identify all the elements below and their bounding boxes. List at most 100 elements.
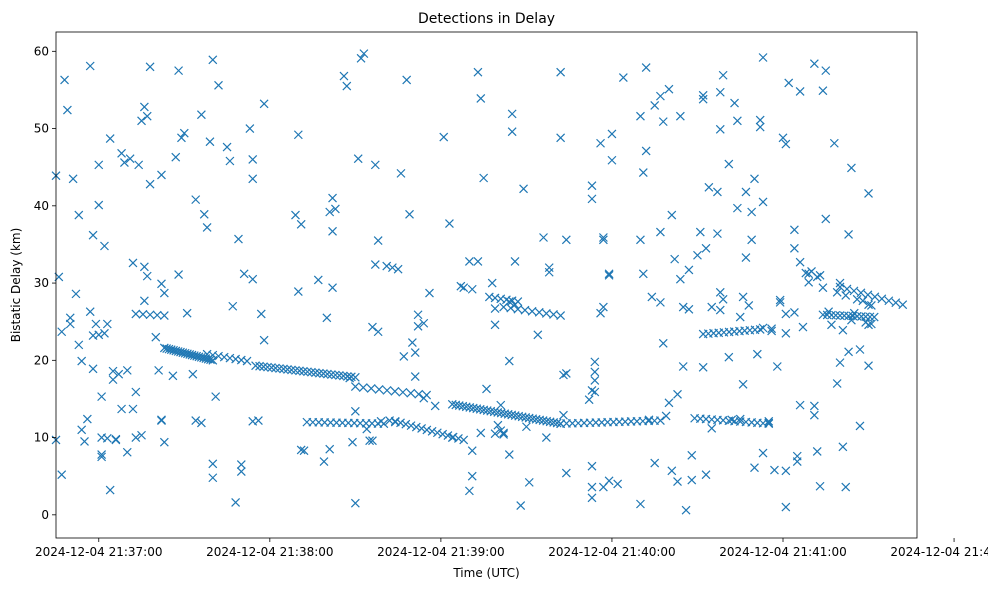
data-point-marker bbox=[520, 305, 530, 315]
data-point-marker bbox=[661, 411, 671, 421]
data-point-marker bbox=[829, 138, 839, 148]
data-point-marker bbox=[253, 416, 263, 426]
data-point-marker bbox=[171, 152, 181, 162]
data-point-marker bbox=[864, 320, 873, 330]
data-point-marker bbox=[641, 146, 651, 156]
data-point-marker bbox=[561, 235, 571, 245]
data-point-marker bbox=[85, 61, 95, 71]
data-point-marker bbox=[507, 127, 517, 137]
data-point-marker bbox=[838, 325, 848, 335]
data-point-marker bbox=[684, 265, 694, 275]
data-point-marker bbox=[152, 310, 162, 320]
chart-title: Detections in Delay bbox=[418, 11, 555, 27]
data-point-marker bbox=[251, 361, 260, 371]
data-point-marker bbox=[789, 243, 799, 253]
data-point-marker bbox=[675, 274, 685, 284]
x-tick-label: 2024-12-04 21:39:00 bbox=[377, 545, 504, 559]
data-point-marker bbox=[137, 430, 146, 440]
data-point-marker bbox=[85, 307, 95, 317]
y-axis: 0 10 20 30 40 50 60 bbox=[34, 44, 56, 522]
data-point-marker bbox=[744, 301, 754, 310]
data-point-marker bbox=[142, 111, 152, 121]
data-point-marker bbox=[707, 302, 717, 312]
data-point-marker bbox=[322, 369, 332, 379]
data-point-marker bbox=[196, 110, 206, 120]
data-point-marker bbox=[486, 406, 496, 416]
data-point-marker bbox=[549, 310, 558, 319]
data-point-marker bbox=[105, 134, 115, 144]
data-point-marker bbox=[74, 340, 84, 350]
data-point-marker bbox=[91, 319, 101, 329]
data-point-marker bbox=[473, 67, 483, 77]
data-point-marker bbox=[715, 287, 725, 297]
data-point-marker bbox=[328, 226, 337, 236]
data-point-marker bbox=[71, 289, 81, 299]
data-point-marker bbox=[432, 428, 442, 438]
data-point-marker bbox=[507, 109, 517, 119]
data-point-marker bbox=[856, 288, 866, 298]
data-point-marker bbox=[487, 278, 497, 288]
data-point-marker bbox=[299, 446, 309, 456]
data-point-marker bbox=[524, 477, 534, 487]
data-point-marker bbox=[313, 275, 323, 285]
data-point-marker bbox=[795, 87, 805, 96]
data-point-marker bbox=[467, 446, 477, 456]
data-point-marker bbox=[521, 413, 531, 422]
data-point-marker bbox=[142, 271, 152, 281]
data-point-marker bbox=[824, 307, 834, 317]
data-point-marker bbox=[330, 370, 340, 380]
data-point-marker bbox=[334, 371, 344, 380]
data-point-marker bbox=[68, 174, 78, 184]
data-point-marker bbox=[410, 372, 420, 381]
data-point-marker bbox=[456, 281, 466, 291]
data-point-marker bbox=[206, 355, 215, 365]
data-point-marker bbox=[291, 210, 300, 220]
data-point-marker bbox=[496, 408, 506, 418]
data-point-marker bbox=[330, 204, 340, 214]
data-point-marker bbox=[125, 154, 135, 164]
data-point-marker bbox=[326, 370, 336, 379]
data-point-marker bbox=[211, 392, 221, 402]
data-point-marker bbox=[844, 347, 854, 357]
data-point-marker bbox=[507, 410, 517, 420]
data-point-marker bbox=[821, 214, 831, 224]
data-point-marker bbox=[855, 345, 865, 354]
data-point-marker bbox=[473, 257, 483, 266]
data-point-marker bbox=[596, 308, 605, 318]
data-point-marker bbox=[467, 284, 477, 294]
y-tick-label: 60 bbox=[34, 44, 49, 58]
data-point-marker bbox=[475, 404, 485, 414]
data-point-marker bbox=[655, 91, 665, 101]
data-point-marker bbox=[465, 403, 475, 412]
x-tick-label: 2024-12-04 21:41:00 bbox=[719, 545, 846, 559]
data-point-marker bbox=[315, 368, 324, 378]
data-point-marker bbox=[225, 156, 235, 166]
data-point-marker bbox=[174, 66, 184, 76]
data-point-marker bbox=[789, 307, 799, 317]
data-point-marker bbox=[804, 277, 814, 287]
data-point-marker bbox=[139, 102, 149, 112]
data-point-marker bbox=[864, 300, 873, 310]
data-point-marker bbox=[584, 395, 594, 405]
data-point-marker bbox=[827, 320, 836, 330]
data-point-marker bbox=[128, 258, 138, 268]
data-point-marker bbox=[670, 254, 680, 264]
data-point-marker bbox=[604, 270, 614, 280]
data-point-marker bbox=[704, 182, 714, 192]
data-point-marker bbox=[678, 362, 688, 371]
data-point-marker bbox=[638, 269, 648, 279]
data-point-marker bbox=[406, 388, 416, 398]
data-point-marker bbox=[393, 264, 403, 274]
data-point-marker bbox=[410, 348, 420, 358]
data-point-marker bbox=[741, 187, 751, 197]
data-point-marker bbox=[174, 270, 184, 279]
data-point-marker bbox=[673, 389, 682, 399]
data-point-marker bbox=[510, 257, 520, 266]
data-point-marker bbox=[131, 309, 141, 319]
data-point-marker bbox=[102, 433, 112, 443]
data-point-marker bbox=[402, 75, 412, 85]
data-point-marker bbox=[430, 401, 440, 411]
data-point-marker bbox=[636, 499, 645, 509]
data-point-marker bbox=[145, 310, 155, 320]
y-tick-label: 0 bbox=[41, 508, 49, 522]
